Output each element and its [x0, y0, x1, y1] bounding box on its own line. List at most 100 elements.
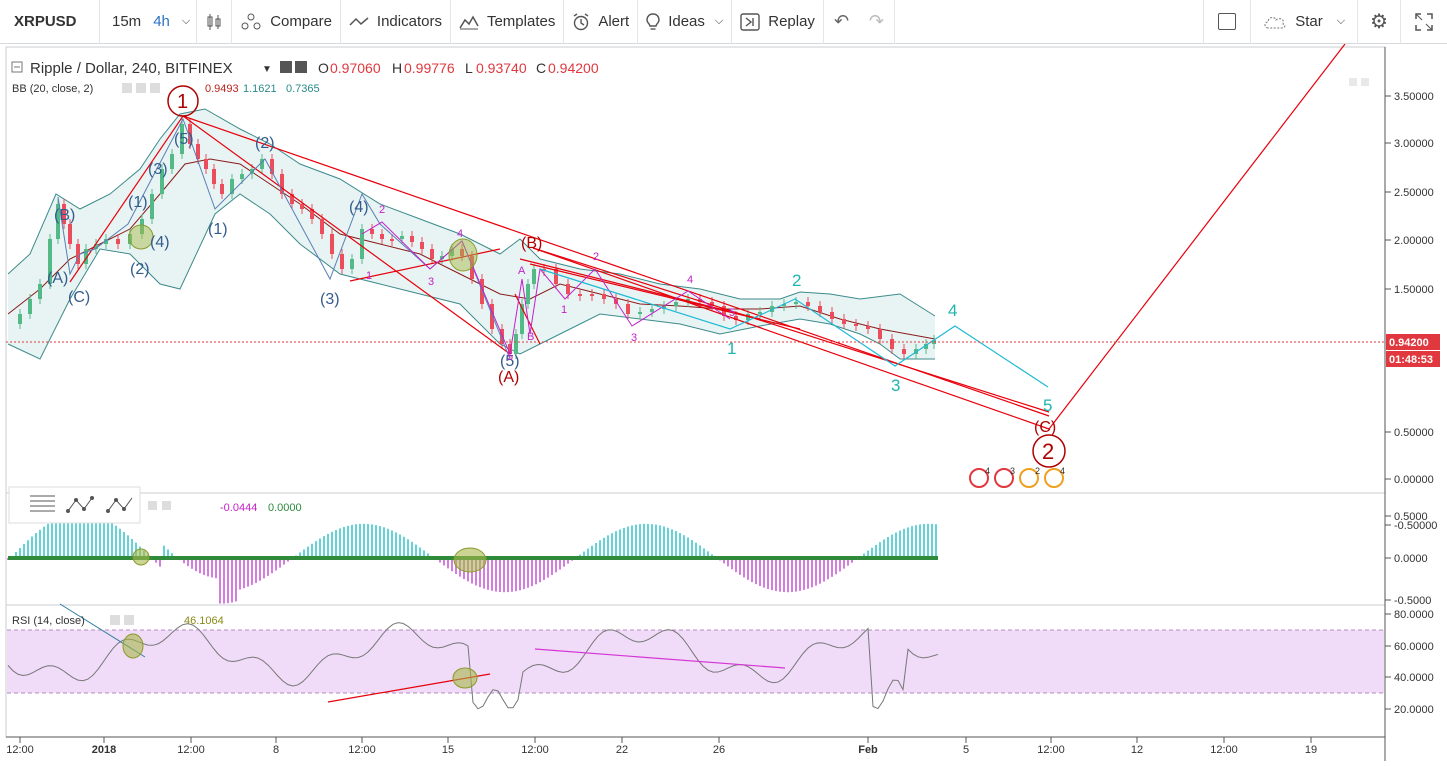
scale-button[interactable] [1349, 78, 1357, 86]
wave-tool-icon[interactable] [66, 496, 94, 513]
bollinger-mid [7, 158, 936, 340]
menu-icon[interactable] [30, 495, 55, 512]
gear-icon[interactable] [162, 501, 171, 510]
chevron-down-icon[interactable]: ⌵ [714, 15, 724, 27]
wave-label-pink: 1 [366, 270, 372, 282]
settings-button[interactable]: ⚙ [1358, 0, 1401, 44]
square-icon [1218, 13, 1237, 30]
candle-body [370, 229, 374, 234]
candle-body [62, 204, 66, 224]
candle-body [196, 144, 200, 159]
chart-type-button[interactable] [197, 0, 233, 44]
main-pane[interactable] [5, 46, 1386, 494]
interval-15m[interactable]: 15m [112, 13, 142, 30]
wave-label-teal: 1 [727, 339, 736, 358]
candle-body [566, 284, 570, 294]
candle-body [782, 304, 786, 306]
event-flag-icon[interactable] [994, 468, 1014, 488]
indicators-icon [349, 16, 369, 26]
candle-body [500, 329, 504, 344]
event-markers: 4 3 2 4 [969, 466, 1065, 488]
eye-icon[interactable] [110, 615, 120, 625]
time-tick-label: 8 [273, 744, 279, 756]
candle-body [330, 234, 334, 254]
candle-body [390, 239, 394, 241]
wave-line-pink [361, 221, 731, 356]
candle-body [116, 239, 120, 244]
high-label: H [392, 60, 402, 76]
redo-icon: ↷ [869, 11, 885, 31]
candle-body [188, 124, 192, 144]
interval-4h[interactable]: 4h [153, 13, 170, 30]
chevron-down-icon[interactable]: ⌵ [1336, 15, 1346, 27]
trend-line [529, 263, 801, 330]
redo-button[interactable]: ↷ [859, 0, 896, 44]
event-flag-icon[interactable] [1019, 468, 1039, 488]
rsi-line [7, 622, 939, 710]
chart-area[interactable]: 3.50000 3.00000 2.50000 2.00000 1.50000 0.500… [0, 43, 1447, 761]
candle-body [758, 312, 762, 314]
replay-button[interactable]: Replay [732, 0, 824, 44]
highlight-ellipse [453, 547, 487, 573]
candle-body [18, 314, 22, 324]
event-flag-icon[interactable] [969, 468, 989, 488]
bollinger-upper [7, 108, 936, 317]
top-toolbar: XRPUSD 15m 4h ⌵ Compare Indicators Templ… [0, 0, 1447, 44]
abc-tool-icon[interactable] [106, 497, 133, 513]
gear-icon[interactable] [295, 61, 307, 73]
star-button[interactable]: Star ⌵ [1251, 0, 1359, 44]
highlight-ellipse [452, 667, 478, 689]
time-tick-label: 12:00 [1037, 744, 1065, 756]
trend-line [69, 115, 184, 283]
time-tick-label: 12:00 [1210, 744, 1238, 756]
symbol-title[interactable]: Ripple / Dollar, 240, BITFINEX [30, 60, 233, 77]
eye-icon[interactable] [280, 61, 292, 73]
chart-canvas[interactable]: 3.50000 3.00000 2.50000 2.00000 1.50000 0.500… [0, 43, 1447, 761]
highlight-ellipse [122, 633, 144, 659]
replay-icon [740, 12, 760, 31]
alarm-clock-icon [573, 12, 589, 30]
bb-label[interactable]: BB (20, close, 2) [12, 83, 93, 95]
time-tick-label: 12:00 [177, 744, 205, 756]
maximize-button[interactable] [1401, 0, 1447, 44]
fullscreen-chart-button[interactable] [1203, 0, 1252, 44]
gear-icon[interactable] [124, 615, 134, 625]
wave-line-teal [539, 268, 1049, 388]
candle-body [212, 169, 216, 184]
indicators-button[interactable]: Indicators [341, 0, 451, 44]
candle-body [842, 319, 846, 324]
low-value: 0.93740 [476, 60, 527, 76]
close-icon[interactable] [150, 83, 160, 93]
chevron-down-icon[interactable]: ▼ [262, 64, 272, 75]
time-tick-label: 22 [616, 744, 628, 756]
alert-button[interactable]: Alert [564, 0, 639, 44]
time-tick-label: 12:00 [6, 744, 34, 756]
price-tick-label: 2.50000 [1394, 187, 1434, 199]
ideas-button[interactable]: Ideas ⌵ [638, 0, 733, 44]
rsi-label[interactable]: RSI (14, close) [12, 615, 85, 627]
templates-button[interactable]: Templates [451, 0, 565, 44]
wave-label-pink: 2 [593, 251, 599, 263]
wave-label-blue: (1) [208, 221, 228, 238]
rsi-tick: 40.0000 [1394, 672, 1434, 684]
candle-body [420, 242, 424, 249]
wave-label-2: 2 [1042, 439, 1054, 464]
gear-icon[interactable] [136, 83, 146, 93]
eye-icon[interactable] [122, 83, 132, 93]
event-flag-icon[interactable] [1044, 468, 1064, 488]
candle-body [76, 244, 80, 264]
scale-button[interactable] [1361, 78, 1369, 86]
eye-icon[interactable] [148, 501, 157, 510]
wave-label-teal: 4 [948, 301, 957, 320]
symbol-search[interactable]: XRPUSD [0, 0, 100, 44]
undo-button[interactable]: ↶ [824, 0, 859, 44]
compare-button[interactable]: Compare [232, 0, 341, 44]
open-label: O [318, 60, 329, 76]
last-price-badge [1386, 334, 1440, 350]
collapse-icon[interactable] [11, 61, 23, 73]
chevron-down-icon[interactable]: ⌵ [181, 15, 191, 27]
wave-label-blue: (4) [150, 234, 170, 251]
candle-body [674, 302, 678, 306]
wave-label-blue: (1) [128, 194, 148, 211]
candle-body [170, 154, 174, 169]
